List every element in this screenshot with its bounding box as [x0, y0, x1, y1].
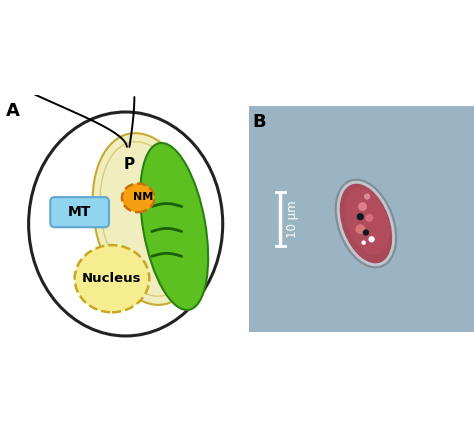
Ellipse shape	[364, 193, 370, 200]
Ellipse shape	[356, 224, 365, 234]
Ellipse shape	[28, 112, 223, 336]
Ellipse shape	[140, 143, 208, 310]
Text: MT: MT	[68, 205, 91, 219]
Ellipse shape	[361, 240, 366, 245]
Text: 10 μm: 10 μm	[286, 200, 299, 238]
Ellipse shape	[358, 202, 367, 211]
Ellipse shape	[336, 180, 396, 267]
Ellipse shape	[100, 142, 193, 296]
FancyBboxPatch shape	[50, 197, 109, 227]
Ellipse shape	[363, 230, 369, 236]
Ellipse shape	[92, 133, 201, 305]
Ellipse shape	[365, 214, 374, 222]
Ellipse shape	[368, 236, 375, 242]
Ellipse shape	[357, 213, 364, 220]
Text: P: P	[124, 157, 135, 172]
Ellipse shape	[338, 182, 393, 265]
Text: NM: NM	[133, 192, 153, 202]
Text: A: A	[6, 102, 20, 120]
Ellipse shape	[122, 184, 155, 212]
Ellipse shape	[75, 245, 149, 312]
Ellipse shape	[345, 187, 390, 255]
Text: B: B	[252, 113, 266, 131]
Text: Nucleus: Nucleus	[82, 272, 142, 285]
